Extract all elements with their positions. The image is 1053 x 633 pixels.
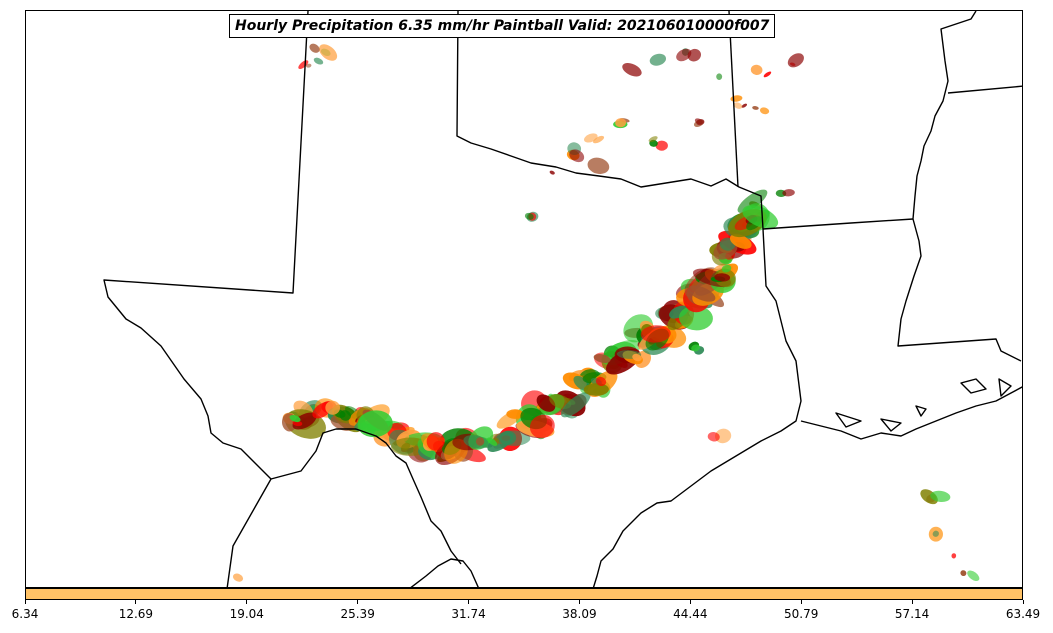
precip-blob (733, 102, 743, 109)
colorbar-tick (357, 600, 359, 604)
precip-blob (750, 64, 763, 76)
precip-blob (309, 43, 320, 53)
texas-border (103, 11, 802, 587)
precip-blob (232, 573, 244, 582)
precip-blob (741, 103, 748, 108)
precip-blob (426, 432, 445, 451)
colorbar-tick-label: 57.14 (894, 607, 930, 621)
precip-blob (932, 530, 939, 537)
precip-blob (569, 149, 585, 163)
louisiana-coast (800, 386, 1022, 440)
precip-blob (499, 430, 517, 446)
precip-blob (707, 431, 720, 442)
precip-blob (549, 170, 555, 175)
precip-blob (506, 409, 524, 419)
precip-blob (691, 344, 701, 352)
colorbar-tick (246, 600, 248, 604)
colorbar-tick-label: 19.04 (229, 607, 264, 621)
colorbar-tick (135, 600, 137, 604)
precip-blob (292, 420, 303, 427)
precip-blob (305, 63, 312, 68)
rio-grande-border (270, 428, 462, 565)
precip-blob (357, 410, 393, 438)
precip-blob (678, 305, 713, 331)
precip-blob (930, 490, 951, 503)
precip-blob (730, 95, 743, 102)
colorbar-tick (911, 600, 913, 604)
colorbar-tick-label: 63.49 (1005, 607, 1041, 621)
precip-blob (763, 71, 772, 78)
mississippi-river (897, 11, 1022, 362)
precip-blob (648, 136, 658, 143)
map-title: Hourly Precipitation 6.35 mm/hr Paintbal… (229, 14, 776, 38)
colorbar-tick (468, 600, 470, 604)
precip-blob (752, 106, 759, 110)
colorbar (25, 588, 1023, 600)
precip-blob (967, 570, 980, 582)
precip-blob (622, 62, 642, 77)
precip-blob (587, 157, 610, 174)
precip-blob (759, 107, 770, 115)
precip-blob (325, 400, 341, 415)
map-panel (25, 10, 1023, 588)
precip-blob (721, 264, 732, 273)
colorbar-tick-label: 38.09 (562, 607, 597, 621)
precip-blob (313, 57, 324, 65)
colorbar-tick-label: 12.69 (118, 607, 154, 621)
state-boundaries (103, 11, 1022, 587)
precip-blob (716, 73, 723, 80)
precip-blob (593, 353, 611, 363)
precip-blob (615, 118, 627, 128)
precip-blob (696, 119, 705, 126)
precipitation-paintball-layer (232, 43, 980, 582)
colorbar-tick-label: 25.39 (340, 607, 375, 621)
coast-islands (835, 378, 1012, 432)
precip-blob (649, 53, 667, 66)
precip-blob (655, 140, 668, 151)
colorbar-tick-label: 31.74 (451, 607, 486, 621)
precip-blob (339, 410, 351, 421)
precip-blob (583, 383, 609, 396)
precip-blob (319, 44, 338, 61)
colorbar-tick (689, 600, 691, 604)
precip-blob (729, 234, 752, 249)
precip-blob (688, 285, 716, 302)
arkansas-louisiana-border (762, 218, 914, 230)
precip-blob (640, 325, 671, 343)
colorbar-tick (1022, 600, 1024, 604)
colorbar-tick (24, 600, 26, 604)
oklahoma-arkansas-border (728, 11, 739, 188)
precip-blob (560, 391, 591, 418)
precip-blob (676, 48, 692, 62)
precip-blob (487, 437, 498, 447)
precip-blob (951, 553, 957, 559)
precip-blob (714, 273, 731, 282)
precip-blob (524, 212, 534, 220)
precip-blob (714, 428, 732, 444)
precip-blob (584, 133, 598, 143)
precip-blob (595, 376, 607, 387)
precip-blob (593, 135, 605, 144)
colorbar-tick-label: 44.44 (673, 607, 708, 621)
map-canvas (103, 11, 1022, 587)
precip-blob (742, 205, 779, 229)
precip-blob (787, 53, 804, 68)
precip-blob (475, 437, 485, 446)
precip-blob (960, 570, 967, 577)
colorbar-tick (800, 600, 802, 604)
tennessee-border (947, 85, 1022, 94)
precip-blob (632, 353, 642, 362)
precip-blob (782, 189, 795, 197)
colorbar-tick (578, 600, 580, 604)
precip-blob (289, 415, 301, 423)
colorbar-tick-label: 6.34 (11, 607, 39, 621)
precip-blob (529, 414, 555, 439)
colorbar-tick-label: 50.79 (784, 607, 819, 621)
